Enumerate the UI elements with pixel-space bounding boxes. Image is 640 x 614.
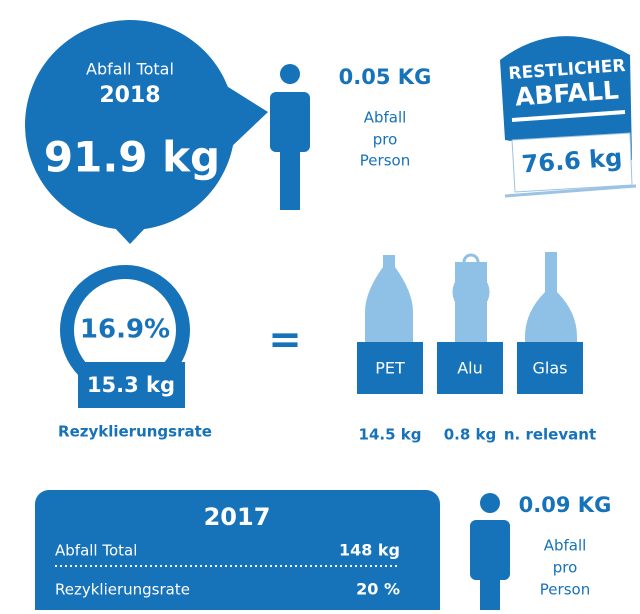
material-name: PET <box>375 359 405 378</box>
material-value: 0.8 kg <box>444 426 497 444</box>
year: 2018 <box>99 83 160 108</box>
material-value: 14.5 kg <box>359 426 422 444</box>
row-value: 20 % <box>356 580 400 599</box>
material-value: n. relevant <box>504 426 596 444</box>
equals: = <box>268 317 302 363</box>
per-person-label: pro <box>553 559 578 577</box>
per-person-label: Person <box>540 581 590 599</box>
per-person-label: Person <box>360 152 410 170</box>
per-person-label: Abfall <box>544 537 587 555</box>
year: 2017 <box>204 503 271 531</box>
row-label: Abfall Total <box>55 542 137 560</box>
total-bubble: Abfall Total 2018 91.9 kg <box>25 20 268 244</box>
recycling-label: Rezyklierungsrate <box>58 423 212 441</box>
infographic: Abfall Total 2018 91.9 kg 0.05 KG Abfall… <box>0 0 640 610</box>
recycling-ring: 16.9% 15.3 kg Rezyklierungsrate <box>58 272 212 441</box>
row-label: Rezyklierungsrate <box>55 581 190 599</box>
year-2017-box: 2017 Abfall Total 148 kg Rezyklierungsra… <box>35 490 440 610</box>
recycling-value: 15.3 kg <box>87 373 175 397</box>
per-person-value: 0.05 KG <box>339 65 432 89</box>
material-name: Glas <box>533 359 568 378</box>
per-person-label: Abfall <box>364 109 407 127</box>
recycling-rate: 16.9% <box>80 315 170 345</box>
row-value: 148 kg <box>339 541 400 560</box>
person-icon <box>270 64 310 210</box>
label: Abfall Total <box>86 60 174 79</box>
value: 91.9 kg <box>44 133 220 182</box>
residual-badge: RESTLICHER ABFALL 76.6 kg <box>500 36 636 196</box>
per-person-value: 0.09 KG <box>519 493 612 517</box>
bottle-icons <box>365 252 577 352</box>
materials: PET 14.5 kg Alu 0.8 kg Glas n. relevant <box>357 342 596 444</box>
per-person-label: pro <box>373 131 398 149</box>
material-name: Alu <box>457 359 483 378</box>
person-icon <box>470 493 510 610</box>
